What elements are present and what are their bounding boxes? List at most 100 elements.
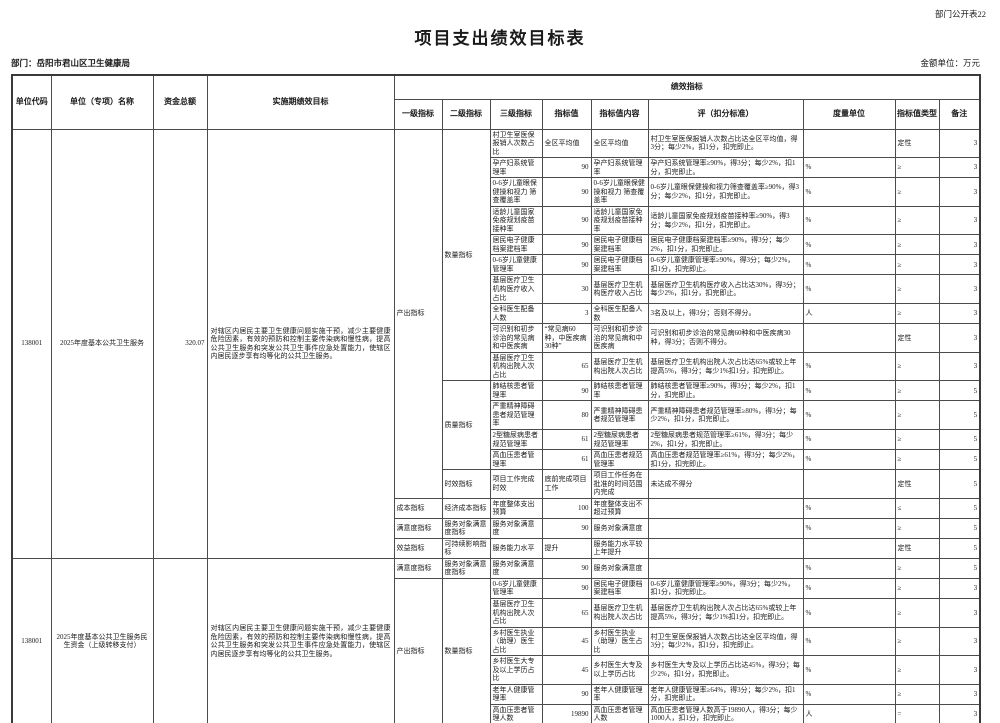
value-content-cell: 居民电子健康档案建档率 <box>590 234 649 256</box>
performance-target-table: 单位代码 单位（专项）名称 资金总额 实施期绩效目标 绩效指标 一级指标 二级指… <box>11 74 982 723</box>
scoring-standard-cell: 基层医疗卫生机构医疗收入占比达30%，得3分；每少2%，扣1分，扣完即止。 <box>647 274 804 305</box>
table-row: 基层医疗卫生机构出院人次占比 65 基层医疗卫生机构出院人次占比 基层医疗卫生机构出院… <box>12 351 981 382</box>
value-content-cell: 严重精神障碍患者规范管理率 <box>590 400 649 430</box>
level3-indicator-cell: 服务能力水平 <box>489 537 543 559</box>
level2-indicator-cell: 服务对象满意度指标 <box>441 557 491 579</box>
measure-unit-cell: % <box>802 598 896 628</box>
meta-row: 部门：岳阳市君山区卫生健康局 金额单位：万元 <box>11 57 980 69</box>
scoring-standard-cell: 基层医疗卫生机构出院人次占比达65%或较上年提高5%，得3分；每少1%扣1分，扣… <box>647 598 804 628</box>
level3-indicator-cell: 基层医疗卫生机构医疗收入占比 <box>489 274 543 305</box>
level3-indicator-cell: 乡村医生大专及以上学历占比 <box>489 655 543 685</box>
measure-unit-cell: % <box>802 177 896 207</box>
level3-indicator-cell: 居民电子健康档案建档率 <box>489 234 543 256</box>
scoring-standard-cell: 严重精神障碍患者规范管理率≥80%，得3分；每少2%，扣1分，扣完即止。 <box>647 400 804 430</box>
table-row: 孕产妇系统管理率 90 孕产妇系统管理率 孕产妇系统管理率≥90%，得3分；每少2%，… <box>12 157 981 179</box>
indicator-value-cell: 65 <box>541 598 592 628</box>
col-header-value-content: 指标值内容 <box>590 98 649 130</box>
scoring-standard-cell: 乡村医生大专及以上学历占比达45%，得3分；每少2%，扣1分，扣完即止。 <box>647 655 804 685</box>
amount-unit-label: 金额单位：万元 <box>920 58 980 68</box>
measure-unit-cell: 人 <box>802 303 896 325</box>
table-body: 138001 2025年度基本公共卫生服务 320.07 对辖区内居民主要卫生健康问题… <box>11 128 981 723</box>
level3-indicator-cell: 0-6岁儿童健康管理率 <box>489 577 543 600</box>
indicator-value-cell: 30 <box>541 274 592 305</box>
table-row: 老年人健康管理率 90 老年人健康管理率 老年人健康管理率≥64%，得3分；每少2%，… <box>12 683 981 705</box>
table-row: 成本指标 经济成本指标 年度整体支出预算 100 年度整体支出不超过预算% ≤5 <box>12 497 981 519</box>
level3-indicator-cell: 2型糖尿病患者规范管理率 <box>489 428 543 451</box>
value-type-cell: ≥ <box>894 517 940 539</box>
value-content-cell: 高血压患者管理人数 <box>590 703 649 723</box>
goal-cell: 对辖区内居民主要卫生健康问题实施干预，减少主要健康危险因素，有效的预防和控制主要… <box>206 128 395 559</box>
value-content-cell: 居民电子健康档案建档率 <box>590 577 649 600</box>
value-content-cell: 老年人健康管理率 <box>590 683 649 705</box>
level2-indicator-cell: 时效指标 <box>441 469 491 499</box>
level3-indicator-cell: 村卫生室医保报销人次数占比 <box>489 128 543 159</box>
table-row: 0-6岁儿童健康管理率 90 居民电子健康档案建档率 0-6岁儿童健康管理率≥90%，… <box>12 254 981 276</box>
value-type-cell: ≥ <box>894 557 940 579</box>
indicator-value-cell: 90 <box>541 205 592 236</box>
unit-code-cell: 138001 <box>11 128 52 559</box>
value-type-cell: ≥ <box>894 205 940 236</box>
note-cell: 3 <box>938 626 981 657</box>
measure-unit-cell: 人 <box>802 703 896 723</box>
level3-indicator-cell: 年度整体支出预算 <box>489 497 543 519</box>
note-cell: 3 <box>938 234 981 256</box>
value-content-cell: 服务能力水平较上年提升 <box>590 537 649 559</box>
indicator-value-cell: 90 <box>541 577 592 600</box>
col-header-level1: 一级指标 <box>393 98 443 130</box>
indicator-value-cell: 90 <box>541 177 592 207</box>
level3-indicator-cell: 服务对象满意度 <box>489 557 543 579</box>
value-content-cell: 全区平均值 <box>590 128 649 159</box>
level1-indicator-cell: 效益指标 <box>393 537 443 559</box>
table-row: 0-6岁儿童眼保健操和视力 筛查覆盖率 90 0-6岁儿童眼保健操和视力 筛查覆盖率… <box>12 177 981 207</box>
table-row: 适龄儿童国家免疫规划疫苗接种率 90 适龄儿童国家免疫规划疫苗接种率 适龄儿童国家免疫… <box>12 205 981 236</box>
value-content-cell: 服务对象满意度 <box>590 557 649 579</box>
indicator-value-cell: 61 <box>541 428 592 451</box>
col-header-level3: 三级指标 <box>489 98 543 130</box>
col-header-period-goal: 实施期绩效目标 <box>206 74 395 130</box>
scoring-standard-cell: 可识别和初步诊治的常见病60种和中医疾病30种，得3分；否则不得分。 <box>647 323 804 353</box>
indicator-value-cell: 90 <box>541 157 592 179</box>
level3-indicator-cell: 0-6岁儿童健康管理率 <box>489 254 543 276</box>
scoring-standard-cell: 居民电子健康档案建档率≥90%，得3分；每少2%，扣1分，扣完即止。 <box>647 234 804 256</box>
note-cell: 3 <box>938 274 981 305</box>
col-header-note: 备注 <box>938 98 981 130</box>
col-header-measure-unit: 度量单位 <box>802 98 896 130</box>
value-type-cell: ≥ <box>894 400 940 430</box>
level3-indicator-cell: 严重精神障碍患者规范管理率 <box>489 400 543 430</box>
level3-indicator-cell: 全科医生配备人数 <box>489 303 543 325</box>
note-cell: 5 <box>938 428 981 451</box>
measure-unit-cell: % <box>802 655 896 685</box>
scoring-standard-cell: 村卫生室医保报销人次数占比达全区平均值，得3分；每少2%，扣1分，扣完即止。 <box>647 626 804 657</box>
level2-indicator-cell: 服务对象满意度指标 <box>441 517 491 539</box>
table-row: 产出指标 数量指标 0-6岁儿童健康管理率 90 居民电子健康档案建档率 0-6岁儿童健康… <box>12 577 981 723</box>
level3-indicator-cell: 高血压患者管理人数 <box>489 703 543 723</box>
value-type-cell: = <box>894 703 940 723</box>
table-row: 基层医疗卫生机构医疗收入占比 30 基层医疗卫生机构医疗收入占比 基层医疗卫生机构医疗… <box>12 274 981 305</box>
indicator-value-cell: 90 <box>541 254 592 276</box>
value-type-cell: ≥ <box>894 449 940 471</box>
measure-unit-cell: % <box>802 380 896 402</box>
level3-indicator-cell: 服务对象满意度 <box>489 517 543 539</box>
level2-indicator-cell: 数量指标 <box>441 577 491 723</box>
value-content-cell: 2型糖尿病患者规范管理率 <box>590 428 649 451</box>
scoring-standard-cell: 2型糖尿病患者规范管理率≥61%，得3分；每少2%，扣1分，扣完即止。 <box>647 428 804 451</box>
note-cell: 3 <box>938 655 981 685</box>
measure-unit-cell: % <box>802 517 896 539</box>
indicator-value-cell: 90 <box>541 557 592 579</box>
level3-indicator-cell: 基层医疗卫生机构出院人次占比 <box>489 598 543 628</box>
level3-indicator-cell: 0-6岁儿童眼保健操和视力 筛查覆盖率 <box>489 177 543 207</box>
value-content-cell: 全科医生配备人数 <box>590 303 649 325</box>
level1-indicator-cell: 满意度指标 <box>393 517 443 539</box>
scoring-standard-cell: 肺结核患者管理率≥90%，得3分；每少2%，扣1分，扣完即止。 <box>647 380 804 402</box>
value-type-cell: ≥ <box>894 274 940 305</box>
indicator-value-cell: 底前完成项目工作 <box>541 469 592 499</box>
table-row: 可识别和初步诊治的常见病和中医疾病 “常见病60种，中医疾病30种” 可识别和初步诊… <box>12 323 981 353</box>
level1-indicator-cell: 产出指标 <box>393 128 443 499</box>
table-row: 高血压患者管理率 61 高血压患者规范管理率 高血压患者规范管理率≥61%，得3分；每… <box>12 449 981 471</box>
value-content-cell: 0-6岁儿童眼保健操和视力 筛查覆盖率 <box>590 177 649 207</box>
value-type-cell: ≥ <box>894 577 940 600</box>
col-header-unit-name: 单位（专项）名称 <box>50 74 154 130</box>
scoring-standard-cell: 村卫生室医保报销人次数占比达全区平均值，得3分；每少2%，扣1分，扣完即止。 <box>647 128 804 159</box>
indicator-value-cell: 80 <box>541 400 592 430</box>
table-row: 时效指标 项目工作完成时效 底前完成项目工作 项目工作任务在批准的时间范围内完成 未达成… <box>12 469 981 499</box>
